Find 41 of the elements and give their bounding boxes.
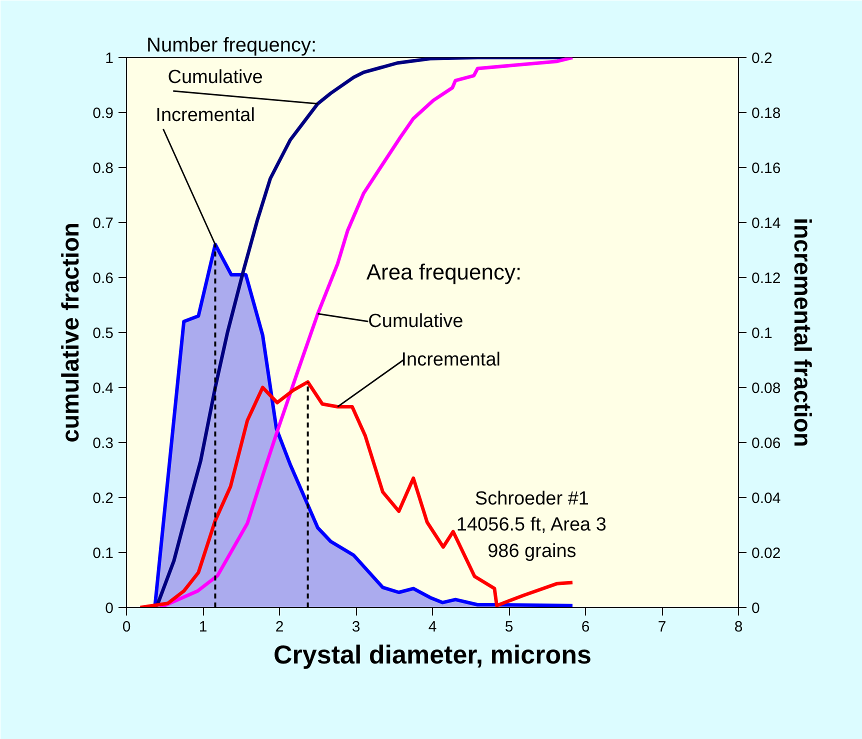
- y2-tick-label: 0.1: [752, 325, 772, 342]
- y-tick-label: 0.9: [92, 105, 114, 122]
- y-tick-label: 0.1: [92, 545, 114, 562]
- x-tick-label: 5: [504, 618, 514, 636]
- y2-axis-title: incremental fraction: [788, 218, 816, 448]
- y2-tick-label: 0.16: [752, 160, 781, 177]
- y-tick-label: 0.4: [92, 380, 114, 397]
- x-tick-label: 1: [198, 618, 208, 636]
- y2-tick-label: 0.04: [752, 490, 781, 507]
- text: Incremental: [401, 350, 501, 370]
- y2-tick-label: 0.06: [752, 435, 781, 452]
- y2-tick-label: 0.2: [752, 50, 772, 67]
- y-tick-label: 0.7: [92, 215, 114, 232]
- chart-title: Number frequency:: [146, 34, 317, 56]
- y-tick-label: 0.2: [92, 490, 114, 507]
- text: Incremental: [156, 104, 255, 126]
- x-tick-label: 7: [658, 618, 666, 636]
- x-axis-title: Crystal diameter, microns: [274, 640, 592, 670]
- y2-tick-label: 0.12: [752, 270, 781, 287]
- x-tick-label: 2: [275, 618, 284, 636]
- annotation: Area frequency:: [366, 260, 522, 284]
- annotation: Schroeder #1 14056.5 ft, Area 3 986 grains: [456, 488, 606, 562]
- y2-tick-label: 0.02: [752, 545, 781, 562]
- x-tick-label: 4: [428, 618, 437, 636]
- y2-tick-label: 0.14: [752, 215, 781, 232]
- text: Cumulative: [168, 66, 263, 88]
- y-tick-label: 0.6: [92, 270, 114, 287]
- x-tick-label: 0: [122, 618, 131, 636]
- y-tick-label: 1: [105, 50, 114, 67]
- y2-tick-label: 0.18: [752, 105, 781, 122]
- y-tick-label: 0: [105, 600, 114, 617]
- x-tick-label: 6: [581, 618, 590, 636]
- x-tick-label: 8: [734, 618, 743, 636]
- y-tick-label: 0.8: [92, 160, 114, 177]
- y-tick-label: 0.3: [92, 435, 114, 452]
- text: Cumulative: [368, 311, 464, 332]
- y-tick-label: 0.5: [92, 325, 114, 342]
- y2-tick-label: 0: [752, 600, 760, 617]
- y-axis-title: cumulative fraction: [58, 222, 85, 443]
- x-tick-label: 3: [352, 618, 360, 636]
- y2-tick-label: 0.08: [752, 380, 781, 397]
